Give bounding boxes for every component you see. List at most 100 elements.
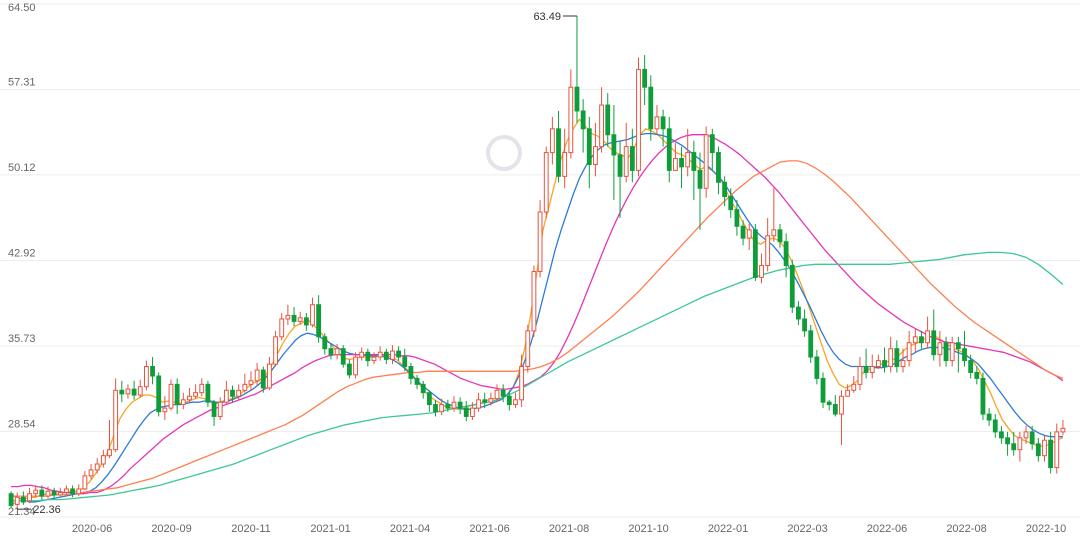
candle-body-down: [150, 366, 155, 377]
max-price-label: 63.49: [533, 11, 561, 23]
candle-body-up: [746, 229, 752, 239]
candle-body-down: [174, 383, 180, 406]
candle-body-up: [851, 383, 857, 391]
candle-body-up: [912, 336, 918, 344]
candle-body-down: [992, 419, 998, 433]
candle-body-up: [187, 395, 192, 401]
candle-body-down: [740, 225, 746, 239]
candle-body-up: [623, 146, 629, 177]
candle-body-up: [470, 407, 475, 417]
candle-body-up: [64, 488, 69, 494]
candle-body-down: [1011, 443, 1017, 451]
candle-body-down: [574, 86, 580, 112]
candle-body-down: [205, 383, 211, 403]
candle-body-down: [39, 489, 45, 497]
candle-body-down: [666, 128, 672, 171]
logo-circle-icon: [486, 135, 522, 171]
candle-body-down: [611, 134, 617, 156]
candle-body-up: [1060, 427, 1066, 433]
moving-average-line: [11, 134, 1064, 495]
candle-body-up: [82, 475, 88, 490]
moving-average-line: [10, 132, 1063, 503]
candle-body-down: [1005, 437, 1010, 445]
candle-body-down: [8, 493, 14, 507]
candle-body-up: [180, 399, 186, 406]
candle-body-down: [322, 336, 328, 350]
candle-body-down: [709, 134, 715, 154]
candle-body-up: [568, 86, 574, 154]
candle-body-up: [297, 317, 303, 322]
moving-average-line: [11, 251, 1064, 502]
candle-body-down: [51, 490, 57, 496]
candle-body-down: [316, 304, 322, 338]
candle-body-up: [531, 270, 537, 332]
candle-body-up: [451, 401, 457, 409]
candle-body-down: [955, 342, 961, 350]
moving-average-line: [10, 118, 1064, 506]
candle-body-down: [396, 350, 402, 358]
candle-body-up: [562, 152, 568, 177]
y-tick-label: 21.34: [8, 506, 36, 518]
candle-body-up: [371, 356, 377, 362]
candle-body-down: [783, 241, 789, 266]
moving-average-lines: [10, 118, 1064, 506]
candle-body-up: [14, 496, 20, 505]
candle-body-down: [919, 336, 924, 344]
candle-body-down: [722, 181, 728, 198]
candle-body-down: [808, 330, 814, 358]
candle-body-up: [925, 330, 931, 344]
candle-body-down: [642, 68, 648, 88]
candle-body-up: [137, 386, 143, 396]
candle-body-down: [752, 229, 758, 278]
candle-body-up: [353, 356, 358, 376]
y-tick-label: 35.73: [8, 333, 36, 345]
candle-body-down: [734, 209, 740, 227]
candle-body-up: [525, 330, 531, 368]
candle-body-up: [199, 383, 205, 394]
candle-body-down: [789, 264, 795, 308]
x-tick-label: 2022-06: [867, 523, 907, 535]
candle-body-down: [211, 401, 217, 417]
candle-body-down: [777, 229, 783, 243]
candle-body-up: [236, 389, 242, 397]
candle-body-down: [482, 399, 488, 403]
candle-body-up: [359, 351, 365, 358]
candle-body-up: [254, 369, 260, 382]
candle-body-up: [94, 463, 100, 471]
candle-body-down: [433, 404, 438, 413]
candle-body-up: [494, 389, 500, 400]
candle-body-up: [593, 146, 598, 165]
candle-body-down: [863, 366, 869, 373]
candle-body-down: [968, 360, 974, 373]
candle-body-down: [894, 348, 900, 368]
candle-body-up: [888, 348, 894, 368]
candle-body-down: [605, 104, 611, 136]
candle-body-up: [1023, 431, 1029, 439]
candle-body-up: [937, 342, 943, 356]
x-tick-label: 2020-06: [72, 523, 112, 535]
candle-body-down: [586, 128, 592, 165]
candle-body-down: [697, 169, 703, 189]
candle-body-down: [230, 389, 235, 397]
x-tick-label: 2021-04: [390, 523, 430, 535]
candle-body-up: [242, 383, 248, 391]
candle-body-down: [131, 388, 137, 396]
candle-body-up: [248, 380, 254, 385]
candle-body-up: [685, 152, 691, 168]
candle-body-down: [383, 351, 389, 360]
candle-body-down: [346, 363, 352, 376]
candle-body-down: [980, 377, 986, 415]
candle-body-up: [537, 211, 543, 272]
candle-body-down: [414, 377, 420, 385]
y-tick-label: 28.54: [8, 418, 36, 430]
candle-body-up: [223, 389, 229, 403]
candle-body-down: [882, 360, 887, 368]
candle-body-up: [672, 158, 678, 171]
candle-body-up: [217, 401, 223, 417]
candle-body-up: [654, 116, 660, 130]
candle-body-down: [457, 401, 463, 409]
candle-body-down: [814, 356, 820, 379]
candle-body-down: [931, 330, 937, 356]
price-annotations: 63.49 22.36: [17, 11, 577, 516]
